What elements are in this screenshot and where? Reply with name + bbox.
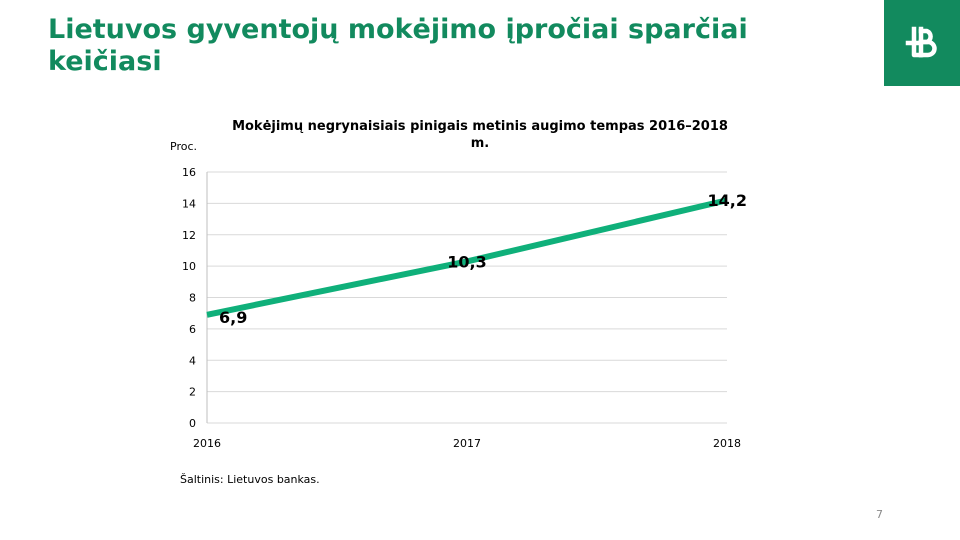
y-tick-label: 10 [182, 260, 196, 273]
bank-of-lithuania-logo-icon [905, 26, 937, 58]
y-tick-label: 14 [182, 197, 196, 210]
y-tick-label: 2 [189, 386, 196, 399]
y-tick-label: 6 [189, 323, 196, 336]
series-line [206, 197, 728, 318]
data-label: 14,2 [708, 191, 747, 210]
data-label: 10,3 [447, 252, 486, 271]
source-note: Šaltinis: Lietuvos bankas. [180, 473, 320, 486]
logo-icon [884, 0, 960, 86]
y-axis-unit-label: Proc. [170, 140, 197, 153]
x-tick-label: 2018 [713, 437, 741, 450]
x-tick-label: 2016 [193, 437, 221, 450]
slide-title: Lietuvos gyventojų mokėjimo įpročiai spa… [48, 14, 748, 77]
y-tick-label: 8 [189, 292, 196, 305]
y-tick-label: 12 [182, 229, 196, 242]
x-tick-label: 2017 [453, 437, 481, 450]
y-tick-label: 0 [189, 417, 196, 430]
page-number: 7 [876, 508, 883, 521]
data-label: 6,9 [219, 308, 247, 327]
y-tick-label: 4 [189, 354, 196, 367]
y-tick-label: 16 [182, 166, 196, 179]
chart-title: Mokėjimų negrynaisiais pinigais metinis … [232, 119, 728, 151]
